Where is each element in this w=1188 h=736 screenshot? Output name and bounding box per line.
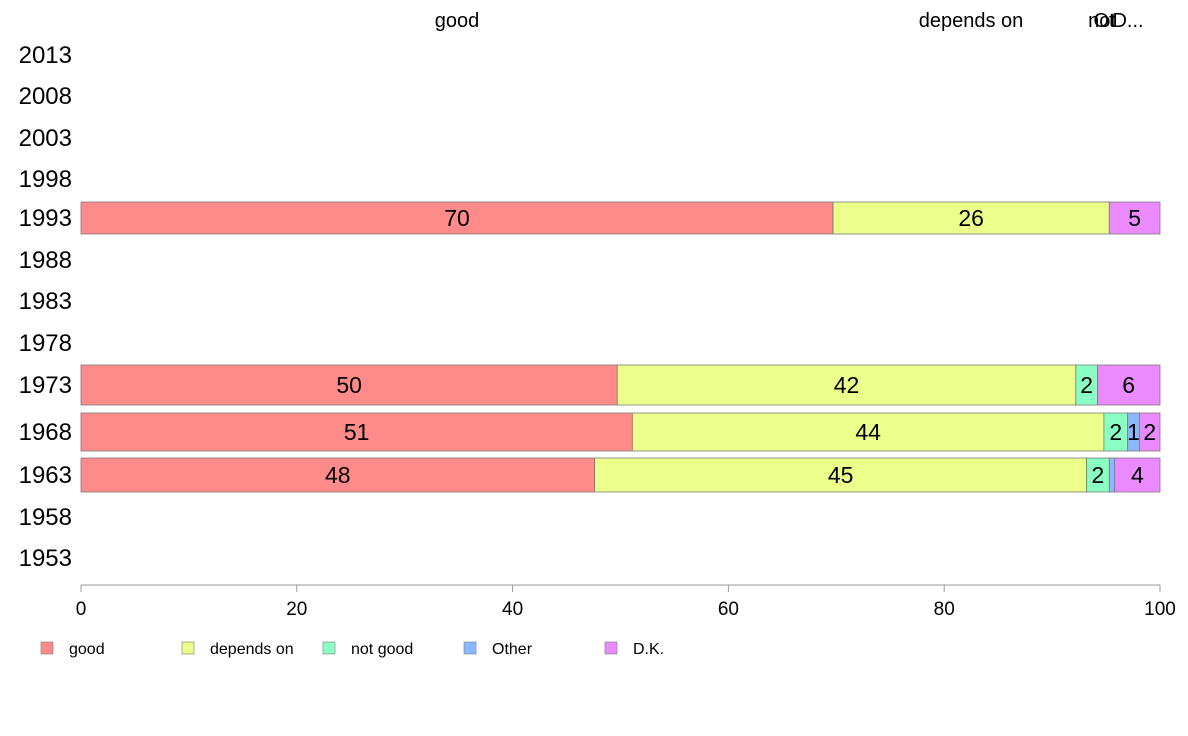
y-tick-label: 1973 — [19, 372, 72, 399]
y-tick-label: 1983 — [19, 288, 72, 315]
top-label-3: Ot — [1093, 10, 1115, 32]
x-tick-label: 80 — [934, 599, 955, 620]
legend-label: Other — [492, 641, 533, 658]
y-tick-label: 1988 — [19, 247, 72, 274]
legend-swatch-depends-on — [181, 641, 195, 655]
legend-label: good — [69, 641, 105, 658]
legend-swatch-d-k- — [604, 641, 618, 655]
legend-label: depends on — [210, 641, 294, 658]
data-label: 51 — [344, 419, 370, 445]
y-tick-label: 2013 — [19, 42, 72, 69]
y-tick-label: 2003 — [19, 125, 72, 152]
bar-segment-1973-depends-on — [616, 364, 1077, 406]
top-label-4: D... — [1112, 10, 1143, 32]
data-label: 2 — [1092, 462, 1105, 488]
legend-swatch-good — [40, 641, 54, 655]
data-label: 44 — [855, 419, 881, 445]
data-label: 2 — [1109, 419, 1122, 445]
bar-segment-1963-d-k- — [1114, 457, 1161, 493]
bar-segment-1963-other — [1108, 457, 1116, 493]
data-label: 2 — [1143, 419, 1156, 445]
legend-label: D.K. — [633, 641, 664, 658]
x-tick-label: 40 — [502, 599, 523, 620]
y-tick-label: 1993 — [19, 205, 72, 232]
x-tick-label: 100 — [1144, 599, 1176, 620]
bar-segment-1973-good — [80, 364, 618, 406]
bar-segment-1963-good — [80, 457, 596, 493]
x-tick-label: 0 — [76, 599, 87, 620]
y-tick-label: 1978 — [19, 330, 72, 357]
top-label-1: depends on — [919, 10, 1024, 32]
data-label: 45 — [828, 462, 854, 488]
top-label-2: not — [1088, 10, 1116, 32]
data-label: 42 — [834, 372, 860, 398]
bar-segment-1963-depends-on — [594, 457, 1088, 493]
data-label: 2 — [1080, 372, 1093, 398]
x-tick-label: 60 — [718, 599, 739, 620]
bar-segment-1973-d-k- — [1097, 364, 1161, 406]
x-axis: 0 20 40 60 80 100 — [76, 584, 1176, 620]
data-label: 6 — [1122, 372, 1135, 398]
bar-segment-1968-d-k- — [1139, 412, 1161, 452]
y-tick-label: 1968 — [19, 419, 72, 446]
data-label: 26 — [958, 205, 984, 231]
y-tick-label: 2008 — [19, 83, 72, 110]
x-tick-label: 20 — [286, 599, 307, 620]
y-tick-label: 1958 — [19, 504, 72, 531]
y-axis-labels: 2013 2008 2003 1998 1993 1988 1983 1978 1973 1968… — [19, 42, 72, 572]
legend-swatch-other — [463, 641, 477, 655]
data-label: 4 — [1131, 462, 1144, 488]
legend: good depends on not good Other D.K. — [40, 641, 664, 658]
y-tick-label: 1998 — [19, 166, 72, 193]
top-category-labels: good depends on notOtD... — [435, 10, 1144, 32]
bars-layer: 70 26 550 42 2 651 44 2 1 248 45 2 4 — [80, 201, 1161, 493]
bar-segment-1993-good — [80, 201, 834, 235]
data-label: 70 — [444, 205, 470, 231]
top-label-0: good — [435, 10, 480, 32]
y-tick-label: 1953 — [19, 545, 72, 572]
data-label: 5 — [1128, 205, 1141, 231]
data-label: 48 — [325, 462, 351, 488]
legend-label: not good — [351, 641, 413, 658]
bar-segment-1968-good — [80, 412, 633, 452]
legend-swatch-not-good — [322, 641, 336, 655]
y-tick-label: 1963 — [19, 462, 72, 489]
data-label: 50 — [336, 372, 362, 398]
bar-segment-1968-depends-on — [631, 412, 1105, 452]
data-label: 1 — [1127, 419, 1140, 445]
bar-segment-1993-d-k- — [1108, 201, 1161, 235]
